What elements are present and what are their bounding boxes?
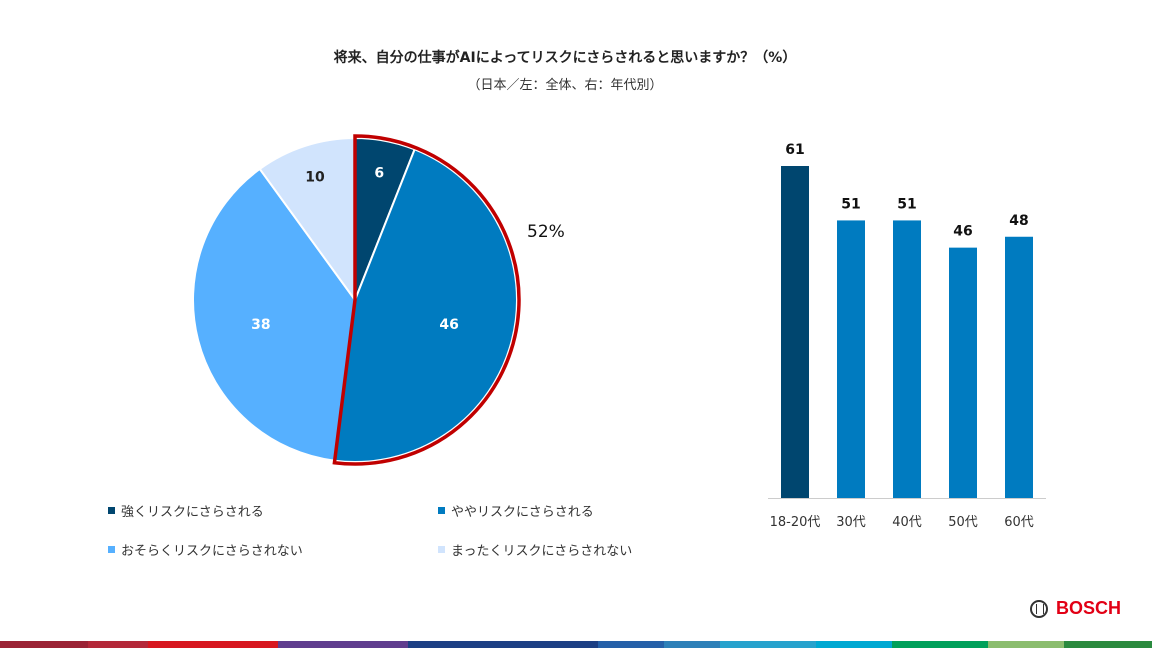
x-tick-label: 40代: [892, 515, 922, 530]
legend-label: おそらくリスクにさらされない: [121, 544, 303, 559]
pie-data-label: 38: [251, 317, 270, 333]
bar-data-label: 51: [841, 196, 860, 212]
bar-data-label: 48: [1009, 213, 1028, 229]
legend-swatch: [438, 507, 445, 514]
legend-label: 強くリスクにさらされる: [121, 505, 264, 520]
legend-swatch: [108, 546, 115, 553]
pie-slice: [192, 167, 357, 462]
pie-data-label: 10: [305, 170, 325, 186]
bosch-armature-icon: [1030, 599, 1048, 618]
legend-swatch: [108, 507, 115, 514]
bar: [837, 220, 865, 499]
highlight-label: 52%: [527, 222, 565, 242]
legend-label: ややリスクにさらされる: [451, 505, 594, 520]
x-tick-label: 30代: [836, 515, 866, 530]
legend-item: まったくリスクにさらされない: [438, 540, 632, 559]
legend-item: おそらくリスクにさらされない: [108, 540, 303, 559]
bar: [781, 166, 809, 498]
bar: [893, 220, 921, 499]
highlight-outline: [332, 134, 521, 466]
legend-label: まったくリスクにさらされない: [451, 544, 633, 559]
x-tick-label: 60代: [1004, 515, 1034, 530]
chart-subtitle: （日本／左：全体、右：年代別）: [467, 78, 663, 93]
x-tick-label: 18-20代: [770, 515, 821, 530]
brand-stripe: [0, 641, 1152, 648]
brand-name: BOSCH: [1056, 598, 1122, 618]
bar-data-label: 46: [953, 224, 972, 240]
x-tick-label: 50代: [948, 515, 978, 530]
bar-data-label: 61: [785, 142, 804, 158]
bar-data-label: 51: [897, 196, 916, 212]
pie-slice: [258, 136, 356, 304]
pie-slice: [333, 148, 518, 463]
pie-data-label: 46: [439, 317, 458, 333]
legend-item: ややリスクにさらされる: [438, 501, 594, 520]
legend-item: 強くリスクにさらされる: [108, 501, 264, 520]
bar: [1005, 236, 1033, 499]
pie-data-label: 6: [374, 166, 384, 182]
legend-swatch: [438, 546, 445, 553]
chart-title: 将来、自分の仕事がAIによってリスクにさらされると思いますか？（%）: [333, 50, 797, 66]
bosch-logo: BOSCH: [1030, 598, 1121, 619]
bar: [949, 247, 977, 498]
